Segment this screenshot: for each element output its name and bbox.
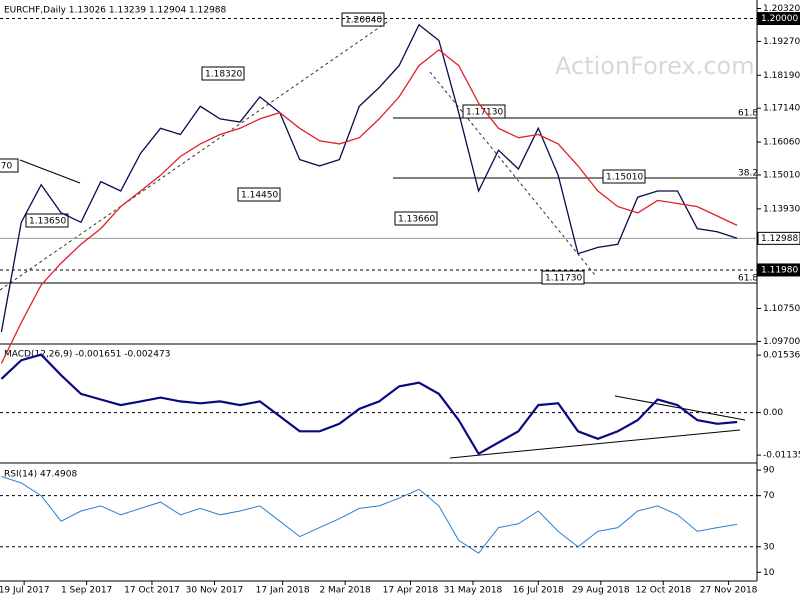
series-line [0,23,738,333]
x-tick-label: 1 Sep 2017 [61,586,112,596]
annotation: 1.15010 [606,173,643,183]
annotation-box [25,213,69,228]
level-label: 1.20000 [761,14,798,24]
y-tick-label: 1.20320 [763,4,800,14]
fib-label: 61.8 [738,109,758,119]
panel-title: MACD(12,26,9) -0.001651 -0.002473 [4,350,170,360]
annotation: 1.14450 [241,191,278,201]
y-tick-label: 30 [763,542,775,552]
y-tick-label: 1.17140 [763,104,800,114]
annotation-box [201,66,245,81]
y-tick-label: 70 [763,491,775,501]
y-tick-label: 0.015364 [763,351,800,361]
level-label: 1.12988 [761,234,798,244]
annotation: 1.15570 [0,162,12,172]
annotation: 1.11730 [545,274,582,284]
y-tick-label: 1.13930 [763,204,800,214]
x-tick-label: 30 Nov 2017 [186,586,244,596]
trend-line [19,159,81,184]
annotation: 1.17130 [466,108,503,118]
x-tick-label: 29 Aug 2018 [572,586,630,596]
trend-line [0,19,391,291]
x-tick-label: 19 Jul 2017 [0,586,50,596]
level-label: 1.11980 [761,265,798,275]
annotation-box [541,270,585,285]
x-tick-label: 17 Jan 2018 [256,586,310,596]
y-tick-label: 0.00 [763,408,783,418]
annotations: 1.20040 1.18320 1.14450 1.13660 1.17130 … [0,12,758,285]
annotation: 1.20040 [345,16,382,26]
series-line [1,476,738,554]
y-tick-label: 1.10750 [763,304,800,314]
series-line [0,353,738,456]
level-label-box [757,231,800,245]
panel-title: RSI(14) 47.4908 [4,470,77,480]
y-tick-label: -0.011354 [763,451,800,461]
x-tick-label: 31 May 2018 [444,586,503,596]
x-tick-label: 2 Mar 2018 [319,586,371,596]
y-tick-label: 10 [763,568,775,578]
annotation: 1.18320 [205,70,242,80]
fib-label: 61.8 [738,274,758,284]
annotation-box [394,211,438,226]
trend-line [449,429,741,459]
annotation-box [237,187,281,202]
y-tick-label: 1.09700 [763,337,800,347]
y-tick-label: 1.16060 [763,138,800,148]
y-tick-label: 1.15010 [763,170,800,180]
annotation: 1.13650 [29,217,66,227]
annotation-box [602,169,646,184]
level-label-box [757,12,800,26]
y-tick-label: 90 [763,466,775,476]
x-tick-label: 16 Jul 2018 [513,586,564,596]
x-tick-label: 17 Oct 2017 [124,586,180,596]
annotation-box [462,104,506,119]
x-tick-label: 27 Nov 2018 [700,586,758,596]
chart-title: EURCHF,Daily 1.13026 1.13239 1.12904 1.1… [4,6,227,16]
x-tick-label: 17 Apr 2018 [383,586,439,596]
fib-label: 38.2 [738,169,758,179]
watermark: ActionForex.com [555,52,755,80]
annotation-box [0,158,19,173]
annotation-box [341,12,385,27]
annotation: 1.13660 [398,215,435,225]
level-label-box [757,263,800,277]
x-tick-label: 12 Oct 2018 [635,586,691,596]
y-tick-label: 1.19270 [763,37,800,47]
layout [0,0,758,582]
series-line [0,49,738,364]
y-tick-label: 1.18190 [763,71,800,81]
